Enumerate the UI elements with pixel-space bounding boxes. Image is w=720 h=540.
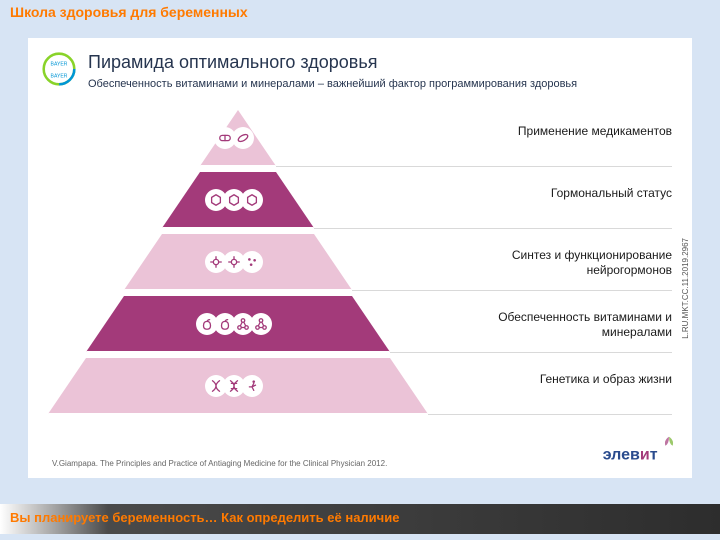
- svg-text:BAYER: BAYER: [51, 74, 68, 80]
- brand-text: элевит: [603, 446, 658, 463]
- pyramid-caption: Обеспеченность витаминами и минералами: [448, 310, 672, 340]
- top-bar-text: Школа здоровья для беременных: [10, 4, 248, 20]
- pyramid-caption: Генетика и образ жизни: [448, 372, 672, 387]
- runner-icon: [241, 375, 263, 397]
- dots-icon: [241, 251, 263, 273]
- icon-cluster: [209, 251, 263, 273]
- slide: BAYER BAYER Пирамида оптимального здоров…: [28, 38, 692, 478]
- guideline: [390, 352, 672, 353]
- guideline: [314, 228, 672, 229]
- guideline: [352, 290, 672, 291]
- bottom-bar-text: Вы планируете беременность… Как определи…: [10, 510, 399, 525]
- pyramid: Применение медикаментов Гормональный стат…: [48, 110, 672, 430]
- hex-icon: [241, 189, 263, 211]
- icon-cluster: [209, 375, 263, 397]
- side-code: L.RU.MKT.CC.11.2019.2967: [681, 238, 690, 339]
- pyramid-caption: Гормональный статус: [448, 186, 672, 201]
- bayer-logo: BAYER BAYER: [42, 52, 76, 86]
- guideline: [276, 166, 672, 167]
- slide-title: Пирамида оптимального здоровья: [88, 52, 378, 73]
- slide-subtitle: Обеспеченность витаминами и минералами –…: [88, 78, 577, 90]
- pyramid-caption: Применение медикаментов: [448, 124, 672, 139]
- pyramid-caption: Синтез и функционирование нейрогормонов: [448, 248, 672, 278]
- icon-cluster: [209, 189, 263, 211]
- icon-cluster: [218, 127, 254, 149]
- brand-logo: элевит: [603, 435, 678, 464]
- citation: V.Giampapa. The Principles and Practice …: [52, 459, 387, 468]
- icon-cluster: [200, 313, 272, 335]
- bottom-bar: Вы планируете беременность… Как определи…: [0, 504, 720, 534]
- top-bar: Школа здоровья для беременных: [0, 0, 720, 26]
- molecule-icon: [250, 313, 272, 335]
- capsule-icon: [232, 127, 254, 149]
- guideline: [428, 414, 672, 415]
- svg-text:BAYER: BAYER: [51, 62, 68, 68]
